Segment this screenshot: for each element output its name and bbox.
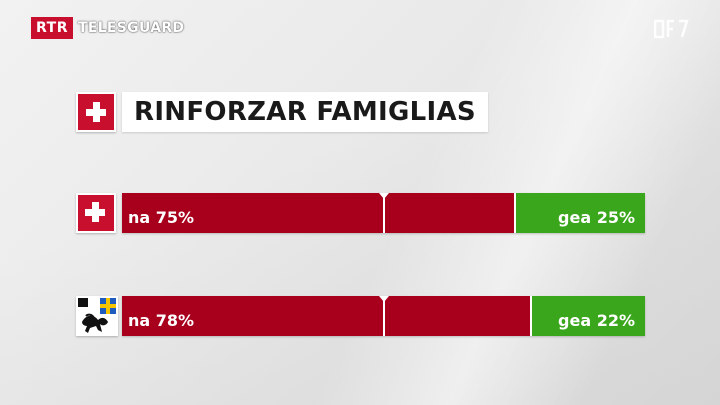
result-bar: na 75% gea 25% bbox=[122, 193, 645, 233]
broadcaster-logo: RTR TELESGUARD bbox=[31, 17, 184, 39]
data-label-no-vote: na 78% bbox=[128, 311, 195, 330]
chart-title: RINFORZAR FAMIGLIAS bbox=[122, 92, 488, 132]
grisons-coat-of-arms-icon bbox=[76, 296, 118, 336]
rtr-logo-icon: RTR bbox=[31, 17, 73, 39]
swiss-cross-icon bbox=[76, 193, 116, 233]
channel-watermark-icon bbox=[653, 18, 690, 45]
program-name: TELESGUARD bbox=[77, 20, 185, 36]
bar-segment-no-vote: na 78% bbox=[122, 296, 530, 336]
bar-segment-yes-vote: gea 25% bbox=[514, 193, 645, 233]
midpoint-marker bbox=[379, 296, 389, 302]
data-label-no-vote: na 75% bbox=[128, 208, 195, 227]
bar-segment-no-vote: na 75% bbox=[122, 193, 514, 233]
bar-segment-yes-vote: gea 22% bbox=[530, 296, 645, 336]
midpoint-line bbox=[383, 193, 385, 233]
swiss-cross-icon bbox=[76, 92, 116, 132]
data-label-yes-vote: gea 22% bbox=[558, 311, 635, 330]
data-label-yes-vote: gea 25% bbox=[558, 208, 635, 227]
midpoint-marker bbox=[379, 193, 389, 199]
midpoint-line bbox=[383, 296, 385, 336]
result-bar: na 78% gea 22% bbox=[122, 296, 645, 336]
